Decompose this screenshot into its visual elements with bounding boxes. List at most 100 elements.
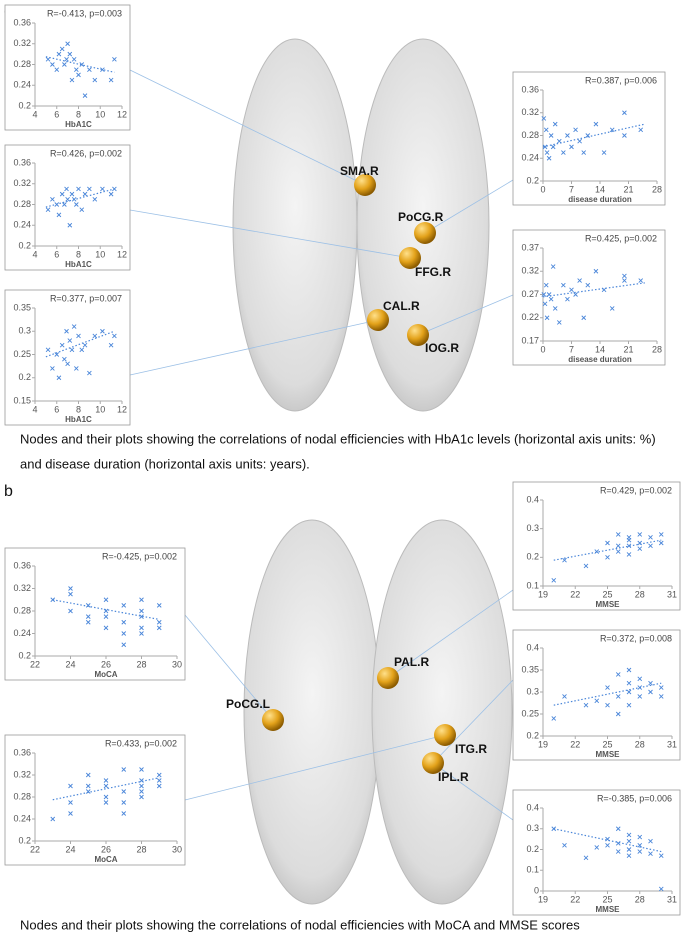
point bbox=[626, 537, 632, 543]
point bbox=[62, 356, 67, 362]
plot-box bbox=[4, 144, 131, 271]
connector bbox=[184, 734, 446, 801]
point bbox=[92, 77, 98, 83]
x-tick-label: 28 bbox=[635, 739, 645, 749]
point bbox=[64, 186, 69, 192]
y-tick-label: 0.32 bbox=[13, 769, 31, 779]
point bbox=[605, 540, 610, 546]
y-tick-label: 0.24 bbox=[13, 813, 31, 823]
point bbox=[581, 315, 587, 321]
point bbox=[551, 716, 557, 721]
point bbox=[121, 619, 127, 625]
point bbox=[68, 586, 73, 591]
x-tick-label: 7 bbox=[569, 184, 574, 194]
y-tick-label: 0.37 bbox=[521, 242, 539, 252]
point bbox=[609, 306, 615, 311]
point bbox=[69, 191, 75, 197]
point bbox=[82, 93, 88, 98]
y-tick-label: 0.2 bbox=[526, 552, 539, 562]
point bbox=[648, 689, 653, 695]
caption: Nodes and their plots showing the correl… bbox=[20, 917, 580, 932]
point bbox=[82, 191, 88, 197]
point bbox=[544, 315, 550, 321]
point bbox=[79, 62, 85, 67]
point bbox=[637, 685, 643, 690]
point bbox=[103, 608, 109, 614]
point bbox=[85, 603, 91, 608]
point bbox=[50, 816, 56, 822]
point bbox=[622, 133, 627, 138]
node-label: IOG.R bbox=[425, 341, 459, 355]
trendline bbox=[553, 828, 662, 853]
point bbox=[71, 324, 77, 329]
point bbox=[100, 67, 105, 73]
node-label: PAL.R bbox=[394, 655, 429, 669]
x-tick-label: 12 bbox=[117, 404, 127, 414]
annotation: R=0.433, p=0.002 bbox=[105, 738, 177, 748]
point bbox=[65, 361, 70, 367]
y-tick-label: 0.2 bbox=[18, 372, 31, 382]
point bbox=[605, 843, 610, 848]
point bbox=[45, 347, 51, 353]
point bbox=[45, 56, 51, 62]
trendline bbox=[52, 599, 160, 621]
y-tick-label: 0.2 bbox=[526, 844, 539, 854]
point bbox=[103, 625, 109, 631]
point bbox=[156, 625, 162, 631]
x-tick-label: 10 bbox=[95, 109, 105, 119]
x-tick-label: 4 bbox=[32, 404, 37, 414]
scatter-plot: 0 0.1 0.2 0.3 0.4 19 22 25 28 31 MMSE R=-0.385, p=0… bbox=[512, 789, 681, 916]
y-tick-label: 0.2 bbox=[18, 100, 31, 110]
point bbox=[85, 783, 91, 789]
point bbox=[79, 347, 85, 353]
x-tick-label: 8 bbox=[76, 109, 81, 119]
y-tick-label: 0.25 bbox=[13, 349, 31, 359]
x-tick-label: 6 bbox=[54, 404, 59, 414]
point bbox=[54, 352, 60, 357]
y-tick-label: 0.28 bbox=[13, 59, 31, 69]
point bbox=[615, 711, 621, 717]
point bbox=[62, 202, 67, 207]
y-tick-label: 0.36 bbox=[13, 747, 31, 757]
y-tick-label: 0.36 bbox=[13, 17, 31, 27]
connector bbox=[129, 69, 366, 186]
point bbox=[546, 155, 552, 161]
point bbox=[139, 767, 144, 772]
y-tick-label: 0.35 bbox=[13, 302, 31, 312]
connector bbox=[387, 589, 514, 679]
x-axis-label: HbA1C bbox=[65, 415, 92, 424]
brain-b bbox=[243, 519, 513, 905]
scatter-plot: 0.2 0.24 0.28 0.32 0.36 0 7 14 21 28 disease durat… bbox=[512, 71, 666, 206]
x-tick-label: 31 bbox=[667, 589, 677, 599]
y-tick-label: 0.32 bbox=[13, 38, 31, 48]
point bbox=[605, 702, 610, 708]
connector bbox=[129, 319, 379, 376]
point bbox=[581, 150, 587, 155]
point bbox=[562, 694, 567, 699]
connector bbox=[432, 679, 514, 764]
point bbox=[585, 133, 591, 138]
point bbox=[593, 268, 599, 274]
point bbox=[50, 196, 55, 202]
x-tick-label: 10 bbox=[95, 404, 105, 414]
annotation: R=0.426, p=0.002 bbox=[50, 148, 122, 158]
point bbox=[59, 342, 65, 348]
point bbox=[550, 264, 556, 269]
point bbox=[552, 306, 558, 311]
x-tick-label: 24 bbox=[65, 659, 75, 669]
connector bbox=[424, 179, 514, 234]
annotation: R=0.387, p=0.006 bbox=[585, 75, 657, 85]
x-tick-label: 22 bbox=[570, 589, 580, 599]
x-tick-label: 28 bbox=[635, 589, 645, 599]
x-tick-label: 31 bbox=[667, 894, 677, 904]
point bbox=[594, 698, 600, 704]
plot-box bbox=[512, 481, 681, 611]
point bbox=[100, 328, 105, 334]
point bbox=[562, 557, 567, 563]
point bbox=[548, 296, 554, 302]
scatter-plot: 0.2 0.24 0.28 0.32 0.36 4 6 8 10 12 HbA1C R=-0.413,… bbox=[4, 4, 131, 131]
x-axis-label: MMSE bbox=[596, 600, 621, 609]
point bbox=[648, 534, 653, 540]
point bbox=[121, 642, 127, 648]
point bbox=[85, 772, 91, 778]
